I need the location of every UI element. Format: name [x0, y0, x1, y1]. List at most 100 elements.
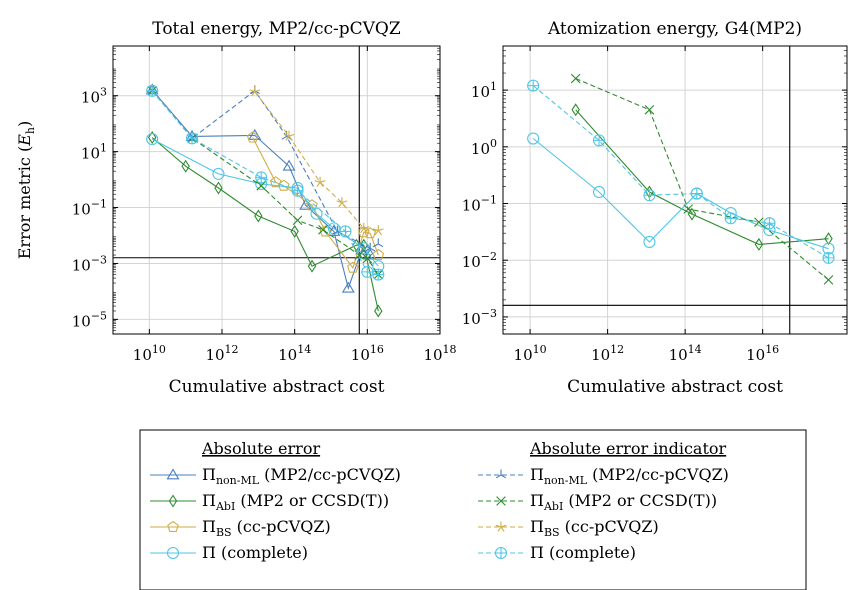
data-point [725, 212, 737, 224]
legend-entry-series-complete-error-indicator: Π (complete) [478, 543, 636, 562]
data-point [374, 304, 383, 318]
series-line [151, 90, 379, 276]
legend-entry-series-abi-abs-error: ΠAbI (MP2 or CCSD(T)) [150, 491, 389, 513]
data-point [248, 128, 262, 140]
data-point [339, 225, 351, 237]
legend-entry-series-complete-abs-error: Π (complete) [150, 543, 308, 562]
legend-label: ΠBS (cc-pCVQZ) [202, 517, 331, 539]
x-tick-label: 1012 [591, 343, 624, 364]
data-point [314, 176, 326, 188]
series-line [151, 90, 379, 275]
series-abi-abs-error [571, 103, 833, 251]
data-point [310, 207, 323, 220]
data-point [292, 215, 303, 226]
data-point [754, 237, 764, 251]
data-point [146, 133, 159, 146]
data-point [147, 130, 157, 145]
legend-label: Πnon-ML (MP2/cc-pCVQZ) [202, 465, 401, 487]
x-tick-label: 1014 [669, 343, 702, 364]
data-point [358, 222, 370, 234]
legend-label: ΠAbI (MP2 or CCSD(T)) [530, 491, 717, 513]
legend-header: Absolute error [201, 439, 320, 458]
chart-total-energy: Total energy, MP2/cc-pCVQZ 1010 1012 1014 10… [72, 19, 457, 397]
series-line [575, 109, 829, 245]
legend-entry-series-nonml-abs-error: Πnon-ML (MP2/cc-pCVQZ) [150, 465, 401, 487]
data-point [307, 259, 317, 273]
data-point [644, 104, 655, 115]
series-complete-error-indicator [146, 84, 385, 281]
y-tick-label: 103 [81, 86, 107, 107]
x-tick-label: 1016 [746, 343, 779, 364]
legend-label: ΠAbI (MP2 or CCSD(T)) [202, 491, 389, 513]
y-tick-label: 10−5 [72, 309, 107, 330]
plot-frame [502, 45, 848, 335]
data-point [763, 217, 775, 229]
legend-entry-series-bs-error-indicator: ΠBS (cc-pCVQZ) [478, 517, 659, 539]
series-line [254, 91, 379, 232]
y-tick-label: 101 [81, 142, 107, 163]
data-point [212, 167, 225, 180]
data-point [372, 225, 384, 236]
data-point [181, 159, 190, 173]
y-tick-label: 10−1 [72, 198, 107, 219]
series-line [151, 138, 379, 267]
x-axis-label: Cumulative abstract cost [169, 377, 385, 397]
plot-frame [112, 45, 441, 335]
legend-label: ΠBS (cc-pCVQZ) [530, 517, 659, 539]
series-complete-abs-error [146, 133, 385, 273]
data-point [146, 85, 158, 97]
data-point [290, 224, 299, 238]
data-point [372, 269, 384, 281]
data-point [687, 207, 697, 221]
series-bs-error-indicator [249, 86, 384, 236]
data-point [249, 86, 261, 97]
series-complete-abs-error [527, 132, 835, 255]
data-point [527, 80, 539, 92]
series-line [151, 90, 379, 249]
data-point [255, 171, 267, 183]
data-point [373, 238, 384, 248]
series-abi-error-indicator [570, 73, 834, 285]
data-point [643, 235, 656, 249]
data-point [592, 185, 606, 199]
data-point [593, 134, 605, 146]
data-point [683, 204, 693, 214]
chart-title: Total energy, MP2/cc-pCVQZ [152, 19, 401, 39]
series-line [151, 89, 371, 291]
legend-box [139, 429, 807, 590]
legend-header: Absolute error indicator [529, 439, 727, 458]
legend-entry-series-abi-error-indicator: ΠAbI (MP2 or CCSD(T)) [478, 491, 717, 513]
legend: Absolute error Absolute error indicator Πn… [139, 429, 807, 590]
data-point [277, 179, 290, 191]
x-tick-label: 1012 [205, 343, 238, 364]
legend-label: Π (complete) [202, 543, 308, 562]
data-point [365, 242, 376, 252]
series-abi-error-indicator [147, 86, 384, 280]
data-point [246, 131, 259, 143]
y-tick-label: 10−1 [462, 194, 497, 215]
data-point [823, 252, 835, 264]
data-point [527, 132, 540, 145]
chart-atomization-energy: Atomization energy, G4(MP2) 1010 1012 1014 1… [462, 19, 848, 397]
y-tick-label: 101 [471, 80, 497, 101]
data-point [754, 217, 764, 227]
x-tick-label: 1010 [514, 343, 547, 364]
data-point [319, 225, 332, 237]
x-tick-label: 1018 [423, 343, 456, 364]
y-tick-label: 10−2 [462, 250, 497, 271]
data-point [254, 209, 263, 223]
data-point [361, 266, 373, 278]
data-point [691, 188, 703, 200]
legend-entry-series-bs-abs-error: ΠBS (cc-pCVQZ) [150, 517, 331, 539]
data-point [823, 275, 834, 285]
data-point [372, 248, 385, 261]
x-tick-label: 1014 [278, 343, 311, 364]
data-point [283, 130, 295, 141]
x-tick-label: 1010 [133, 343, 166, 364]
data-point [299, 198, 313, 210]
legend-label: Π (complete) [530, 543, 636, 562]
series-abi-abs-error [147, 130, 383, 318]
chart-title: Atomization energy, G4(MP2) [547, 19, 802, 39]
legend-entry-series-nonml-error-indicator: Πnon-ML (MP2/cc-pCVQZ) [478, 465, 729, 487]
